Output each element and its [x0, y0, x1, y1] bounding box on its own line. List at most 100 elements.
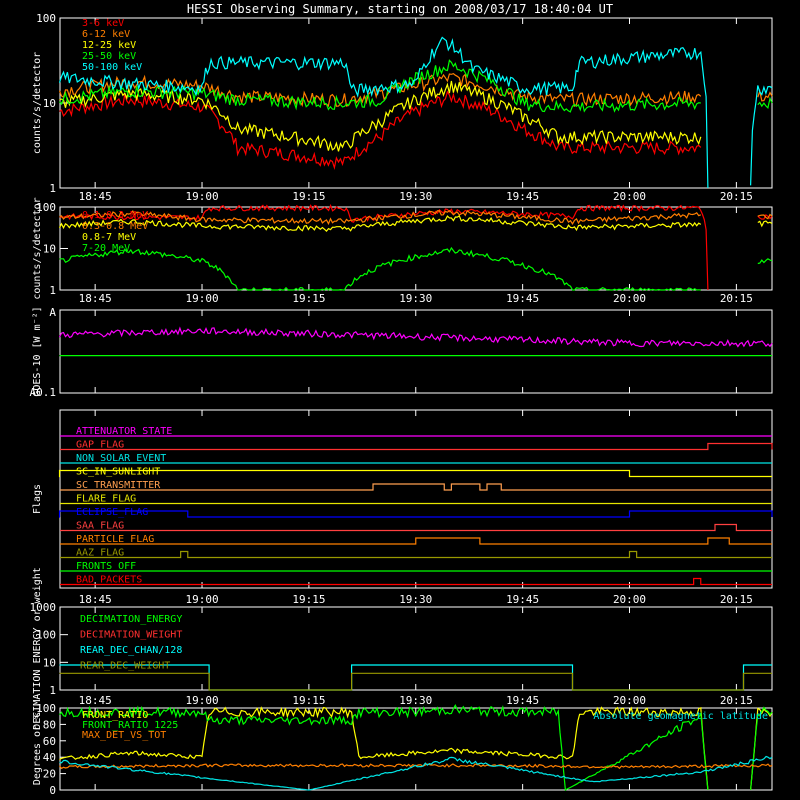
legend-entry: 0.3-0.8 MeV [82, 221, 148, 232]
y-axis-label: Degrees or % [32, 713, 43, 785]
x-tick-label: 19:00 [185, 292, 218, 305]
series-line [59, 90, 702, 171]
y-tick-label: 100 [36, 201, 56, 214]
y-tick-label: 10 [43, 97, 56, 110]
y-axis-label: counts/s/detector [32, 197, 43, 299]
series-line [59, 672, 772, 691]
x-tick-label: 19:30 [399, 190, 432, 203]
y-tick-label: 100 [36, 12, 56, 25]
series-line [59, 59, 701, 113]
legend-entry: 0.8-7 MeV [82, 232, 136, 243]
series-line [757, 220, 773, 228]
panel-flags: 18:45 19:00 19:15 19:30 19:45 20:00 20:15 Flags… [32, 409, 773, 606]
panel-ratios: Degrees or % 0 20 40 60 80 100 FRONT_RATIOFRONT… [32, 702, 773, 797]
x-tick-label: 19:00 [185, 190, 218, 203]
legend-entry: REAR_DEC_CHAN/128 [80, 645, 182, 656]
legend-entry: 50-100 keV [82, 62, 142, 73]
x-tick-label: 19:00 [185, 694, 218, 707]
flag-line [60, 577, 772, 586]
y-axis-label: GOES-10 [W m⁻²] [32, 306, 43, 396]
legend-entry: 3-6 keV [82, 18, 124, 29]
legend-entry: 0.1-0.3 MeV [82, 210, 148, 221]
y-tick-label: 1 [49, 684, 56, 697]
legend-entry: 25-50 keV [82, 51, 136, 62]
series-line [59, 209, 702, 226]
panel-countrate-high: 18:45 19:00 19:15 19:30 19:45 20:00 20:15 1 10 10… [32, 197, 773, 305]
legend-entry: DECIMATION_WEIGHT [80, 630, 182, 641]
series-line [58, 326, 773, 348]
y-axis-label: DECIMATION ENERGY or weight [32, 567, 43, 730]
panel-frame [59, 309, 773, 394]
y-tick-label: 10 [43, 656, 56, 669]
flag-label: FRONTS_OFF [76, 561, 136, 572]
x-tick-label: 19:15 [292, 593, 325, 606]
panel-goes: GOES-10 [W m⁻²] A A0.1 [30, 306, 773, 399]
legend-entry: 12-25 keV [82, 40, 136, 51]
series-line [59, 755, 773, 791]
x-tick-label: 18:45 [79, 190, 112, 203]
x-tick-label: 20:15 [720, 190, 753, 203]
legend-entry: DECIMATION_ENERGY [80, 614, 182, 625]
panel-decimation: 18:45 19:00 19:15 19:30 19:45 20:00 20:15 1 10 10… [30, 567, 773, 730]
flag-label: SAA_FLAG [76, 521, 124, 532]
x-tick-label: 19:30 [399, 292, 432, 305]
series-line [59, 703, 709, 791]
y-tick-label: 100 [36, 629, 56, 642]
y-tick-label: 20 [43, 768, 56, 781]
x-tick-label: 19:45 [506, 593, 539, 606]
chart-title: HESSI Observing Summary, starting on 200… [187, 2, 613, 16]
flag-label: ECLIPSE_FLAG [76, 507, 148, 518]
series-line [757, 258, 773, 265]
y-tick-label: 40 [43, 751, 56, 764]
x-tick-label: 19:45 [506, 694, 539, 707]
x-tick-label: 19:15 [292, 292, 325, 305]
legend-entry: MAX_DET_VS_TOT [82, 730, 166, 741]
flag-line [58, 510, 773, 518]
flag-label: GAP_FLAG [76, 440, 124, 451]
x-tick-label: 19:45 [506, 190, 539, 203]
x-tick-label: 19:00 [185, 593, 218, 606]
series-line [757, 213, 773, 220]
legend-entry: FRONT_RATIO [82, 710, 148, 721]
flag-line [60, 483, 772, 491]
flag-label: NON_SOLAR_EVENT [76, 453, 166, 464]
flag-line [60, 550, 772, 559]
x-tick-label: 20:15 [720, 694, 753, 707]
x-tick-label: 19:15 [292, 190, 325, 203]
legend-entry: 7-20 MeV [82, 243, 130, 254]
flag-line [58, 469, 772, 478]
series-line [59, 706, 709, 791]
x-tick-label: 19:15 [292, 694, 325, 707]
flag-line [60, 442, 773, 451]
flag-line [60, 523, 772, 532]
x-tick-label: 19:30 [399, 593, 432, 606]
legend-entry: REAR_DEC_WEIGHT [80, 661, 170, 672]
series-line [59, 246, 701, 291]
flag-label: SC_TRANSMITTER [76, 480, 161, 491]
flag-label: PARTICLE_FLAG [76, 534, 154, 545]
series-line [58, 36, 709, 189]
x-tick-label: 20:00 [613, 694, 646, 707]
panels: 18:45 19:00 19:15 19:30 19:45 20:00 20:1511010… [30, 12, 773, 797]
legend-entry: FRONT_RATIO_1225 [82, 720, 178, 731]
flag-label: AAZ_FLAG [76, 548, 124, 559]
flag-label: BAD_PACKETS [76, 575, 142, 586]
y-tick-label: A [49, 306, 56, 319]
y-tick-label: 10 [43, 243, 56, 256]
series-line [750, 706, 773, 791]
flag-line [60, 537, 772, 545]
panel-frame [59, 206, 773, 291]
x-tick-label: 20:00 [613, 190, 646, 203]
annotation-label: Absolute geomagnetic latitude [593, 711, 768, 722]
series-line [750, 85, 773, 186]
flag-label: ATTENUATOR_STATE [76, 426, 172, 437]
x-tick-label: 18:45 [79, 694, 112, 707]
x-tick-label: 20:15 [720, 593, 753, 606]
y-tick-label: 1 [49, 182, 56, 195]
y-tick-label: 80 [43, 718, 56, 731]
y-tick-label: 60 [43, 735, 56, 748]
y-tick-label: 1 [49, 284, 56, 297]
x-tick-label: 20:00 [613, 593, 646, 606]
panel-countrate-low: 18:45 19:00 19:15 19:30 19:45 20:00 20:15 1 10 10… [32, 12, 773, 203]
y-axis-label: Flags [32, 484, 43, 514]
